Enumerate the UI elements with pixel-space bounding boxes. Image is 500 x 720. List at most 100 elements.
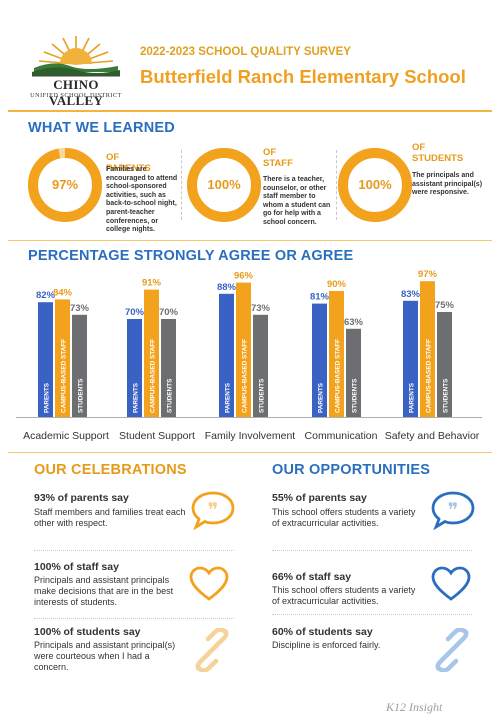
card-separator (34, 618, 234, 619)
stat-parents-pct: 97% (51, 177, 79, 192)
bar-parents (38, 302, 53, 417)
bar-series-label: PARENTS (318, 382, 325, 413)
celebration-who: of students say (63, 626, 141, 638)
celebration-pct: 100% (34, 561, 61, 573)
bar-value-label: 70% (125, 307, 145, 318)
celebrations-title: OUR CELEBRATIONS (34, 462, 187, 478)
card-separator (272, 614, 472, 615)
category-label: Family Involvement (204, 430, 296, 442)
opportunity-text: This school offers students a variety of… (272, 585, 416, 606)
opportunities-title: OUR OPPORTUNITIES (272, 462, 431, 478)
opportunity-who: of students say (295, 626, 373, 638)
stat-separator (181, 150, 182, 220)
bar-campus-based-staff (144, 289, 159, 417)
bar-campus-based-staff (329, 291, 344, 417)
k12-insight-brand: K12 Insight (386, 700, 443, 714)
celebration-pct: 93% (34, 492, 56, 504)
category-label: Communication (304, 430, 378, 442)
heart-icon (189, 566, 229, 601)
header: CHINO VALLEY UNIFIED SCHOOL DISTRICT 202… (0, 0, 500, 112)
survey-label: 2022-2023 SCHOOL QUALITY SURVEY (140, 46, 351, 58)
category-label: Student Support (119, 430, 195, 442)
bar-value-label: 83% (401, 289, 421, 300)
logo-subtitle: UNIFIED SCHOOL DISTRICT (30, 92, 122, 99)
bar-parents (403, 300, 418, 417)
opportunity-card-head: 55% of parents say (272, 492, 367, 504)
chart-baseline (16, 417, 482, 418)
category-label: Safety and Behavior (384, 430, 480, 442)
bar-value-label: 88% (217, 282, 237, 293)
bar-value-label: 63% (344, 317, 364, 328)
logo-name: CHINO VALLEY (48, 77, 104, 108)
opportunity-pct: 55% (272, 492, 294, 504)
link-icon (435, 628, 469, 672)
stat-staff-desc: There is a teacher, counselor, or other … (263, 176, 331, 226)
bar-value-label: 75% (435, 300, 455, 311)
svg-text:❞: ❞ (208, 498, 219, 522)
opportunity-card-head: 66% of staff say (272, 571, 351, 583)
opportunity-who: of parents say (295, 492, 367, 504)
stat-staff-head: OF STAFF (263, 147, 293, 169)
bar-parents (127, 319, 142, 417)
card-separator (272, 550, 472, 551)
bar-chart: 82% PARENTS 84% CAMPUS-BASED STAFF 73% STUDEN… (36, 269, 455, 417)
bar-series-label: PARENTS (44, 382, 51, 413)
bar-series-label: CAMPUS-BASED STAFF (242, 339, 249, 413)
what-we-learned-title: WHAT WE LEARNED (28, 120, 175, 136)
opportunity-pct: 60% (272, 626, 294, 638)
stat-separator (336, 150, 337, 220)
bar-students (253, 314, 268, 417)
heart-icon (431, 566, 471, 601)
quote-bubble-icon: ❞ (191, 491, 235, 530)
bar-series-label: CAMPUS-BASED STAFF (335, 339, 342, 413)
bar-series-label: STUDENTS (352, 378, 359, 413)
svg-text:❞: ❞ (448, 498, 459, 522)
bar-students (161, 319, 176, 417)
bar-campus-based-staff (420, 281, 435, 417)
school-title: Butterfield Ranch Elementary School (140, 66, 466, 87)
celebration-text: Principals and assistant principals make… (34, 575, 174, 607)
opportunity-who: of staff say (295, 571, 352, 583)
bar-series-label: PARENTS (133, 382, 140, 413)
divider (8, 110, 492, 112)
celebration-card-head: 100% of staff say (34, 561, 119, 573)
bar-series-label: STUDENTS (167, 378, 174, 413)
stat-staff-pct: 100% (207, 177, 241, 192)
bar-students (437, 312, 452, 417)
bar-value-label: 73% (70, 303, 90, 314)
bar-campus-based-staff (236, 282, 251, 417)
stat-students-desc: The principals and assistant principal(s… (412, 172, 483, 197)
divider (8, 240, 492, 241)
quote-bubble-icon: ❞ (431, 491, 475, 530)
chart-title: PERCENTAGE STRONGLY AGREE OR AGREE (28, 248, 354, 264)
bar-value-label: 97% (418, 269, 438, 280)
celebration-card-head: 93% of parents say (34, 492, 129, 504)
card-separator (34, 550, 234, 551)
ring-students-icon (338, 148, 412, 222)
bar-value-label: 73% (251, 303, 271, 314)
bar-parents (312, 303, 327, 417)
bar-value-label: 70% (159, 307, 179, 318)
bar-value-label: 82% (36, 290, 56, 301)
bar-series-label: STUDENTS (259, 378, 266, 413)
bar-value-label: 84% (53, 287, 73, 298)
bar-series-label: CAMPUS-BASED STAFF (150, 339, 157, 413)
bar-students (346, 328, 361, 417)
opportunity-text: This school offers students a variety of… (272, 507, 416, 528)
celebration-who: of staff say (63, 561, 119, 573)
link-icon (195, 628, 229, 672)
celebration-pct: 100% (34, 626, 61, 638)
bar-value-label: 81% (310, 292, 330, 303)
stat-students-pct: 100% (358, 177, 392, 192)
opportunity-pct: 66% (272, 571, 294, 583)
category-label: Academic Support (23, 430, 109, 442)
bar-value-label: 96% (234, 271, 254, 282)
sunrise-logo-icon (32, 36, 120, 77)
stat-parents-head: OF PARENTS (106, 152, 151, 174)
bar-series-label: STUDENTS (443, 378, 450, 413)
celebration-card-head: 100% of students say (34, 626, 141, 638)
celebration-text: Staff members and families treat each ot… (34, 507, 186, 528)
bar-students (72, 314, 87, 417)
bar-series-label: CAMPUS-BASED STAFF (426, 339, 433, 413)
bar-series-label: PARENTS (409, 382, 416, 413)
